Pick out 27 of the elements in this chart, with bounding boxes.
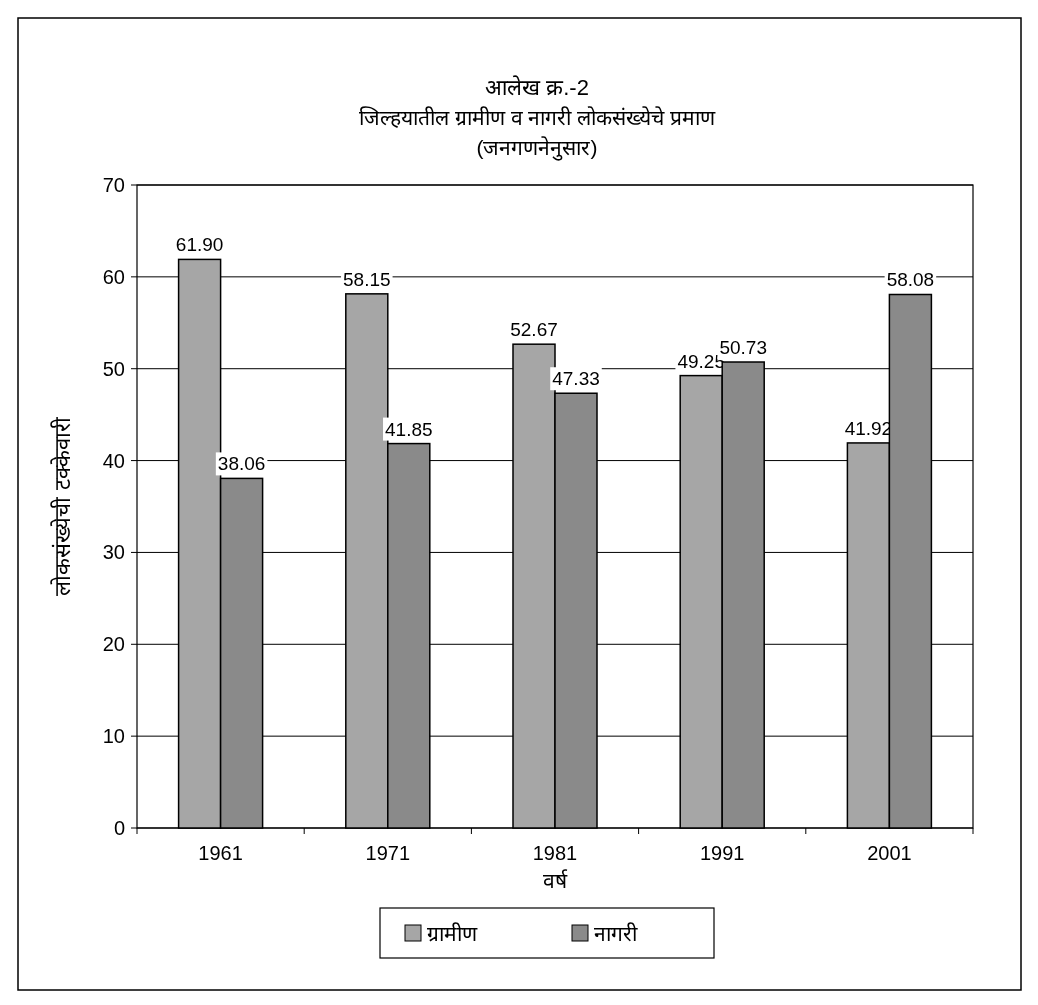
y-tick-label: 30 — [102, 541, 125, 564]
data-label: 41.85 — [385, 418, 433, 440]
data-label: 58.08 — [886, 269, 935, 291]
data-label: 38.06 — [217, 453, 266, 475]
data-label: 52.67 — [510, 319, 558, 341]
y-tick-label: 10 — [102, 725, 125, 748]
chart-title: आलेख क्र.-2 — [485, 75, 589, 100]
x-axis-title: वर्ष — [543, 869, 568, 892]
y-tick-label: 70 — [102, 174, 125, 196]
x-tick-label: 1971 — [365, 842, 411, 864]
y-tick-label: 40 — [102, 449, 125, 472]
data-label: 47.33 — [552, 368, 600, 390]
y-axis-title: लोकसंख्येची टक्केवारी — [50, 417, 75, 596]
legend-label: ग्रामीण — [427, 922, 478, 945]
x-tick-label: 1961 — [198, 842, 243, 864]
y-tick-label: 20 — [102, 633, 125, 656]
data-label: 50.73 — [719, 337, 767, 359]
y-tick-label: 60 — [102, 265, 125, 288]
x-tick-label: 1991 — [699, 842, 745, 864]
data-label: 61.90 — [175, 234, 224, 256]
y-tick-label: 0 — [113, 817, 125, 839]
data-label: 58.15 — [343, 268, 391, 290]
legend-label: नागरी — [594, 922, 638, 945]
x-tick-label: 2001 — [867, 842, 912, 864]
chart-subtitle: जिल्हयातील ग्रामीण व नागरी लोकसंख्येचे प्रमाण (जनगणनेनुसार) — [358, 106, 717, 161]
y-tick-label: 50 — [102, 357, 125, 380]
x-tick-label: 1981 — [532, 842, 578, 864]
